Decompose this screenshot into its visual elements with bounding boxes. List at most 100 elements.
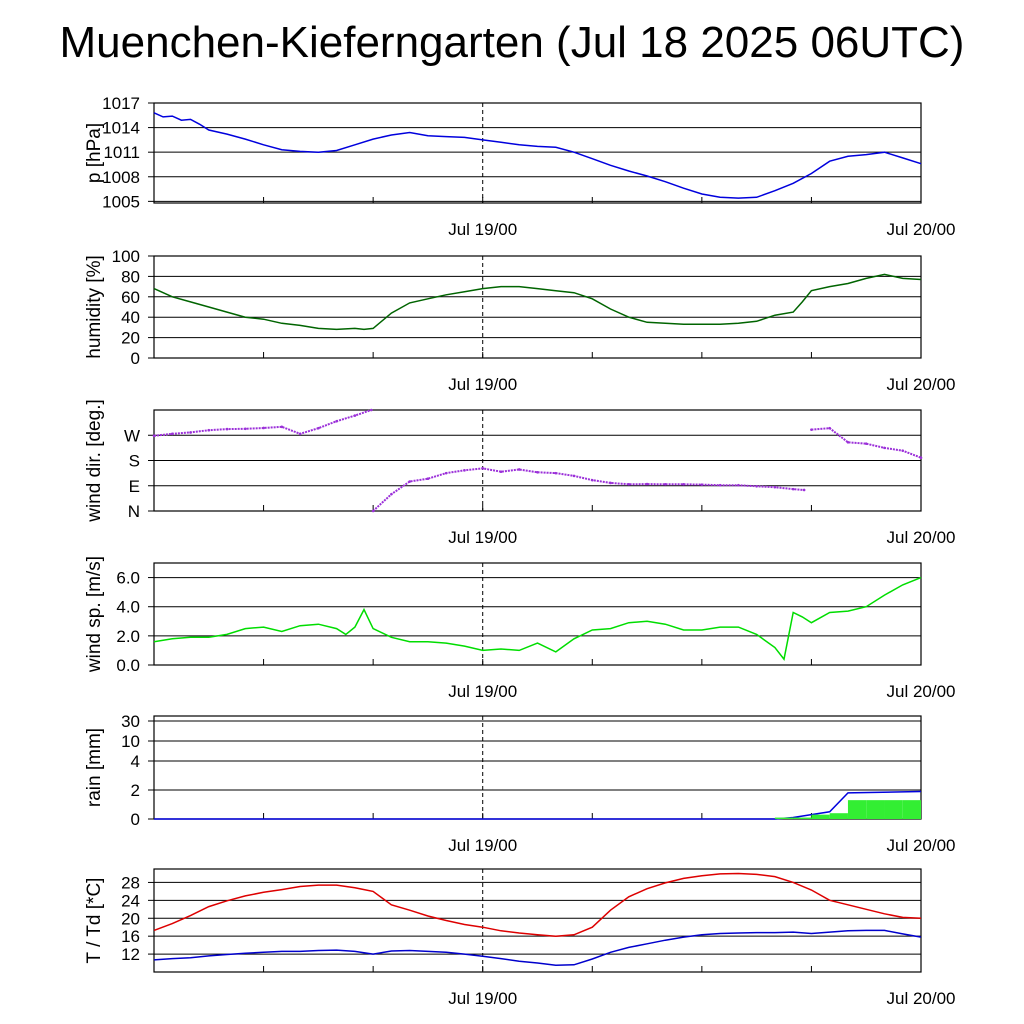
x-tick-label: Jul 20/00 <box>887 989 956 1008</box>
y-tick-label: 60 <box>121 288 140 307</box>
y-tick-label: 30 <box>121 712 140 731</box>
data-point <box>572 474 576 478</box>
data-point <box>828 426 831 430</box>
page-title: Muenchen-Kieferngarten (Jul 18 2025 06UT… <box>59 18 965 67</box>
y-tick-label: 80 <box>121 267 140 286</box>
data-point <box>481 467 485 470</box>
data-point <box>682 483 685 486</box>
data-point <box>353 414 357 417</box>
y-tick-label: 12 <box>121 945 140 964</box>
data-point <box>846 440 850 444</box>
y-axis-label: humidity [%] <box>84 255 105 358</box>
data-point <box>390 492 393 496</box>
data-point <box>371 509 375 513</box>
data-point <box>335 419 338 423</box>
x-tick-label: Jul 20/00 <box>887 375 956 394</box>
data-point <box>590 478 594 482</box>
data-point <box>189 431 192 434</box>
data-point <box>802 488 806 492</box>
x-tick-label: Jul 19/00 <box>448 989 517 1008</box>
y-axis-label: p [hPa] <box>84 123 105 183</box>
data-point <box>517 468 521 471</box>
y-tick-label: 28 <box>121 873 140 892</box>
data-point <box>864 442 868 445</box>
x-tick-label: Jul 19/00 <box>448 375 517 394</box>
y-tick-label: 1014 <box>102 119 140 138</box>
y-axis-label: wind sp. [m/s] <box>84 556 105 673</box>
pressure-panel: 1005 1008 1011 1014 1017 Jul 19/00 Jul 20/00 p … <box>84 94 956 239</box>
y-tick-label: 16 <box>121 927 140 946</box>
rain-bar <box>829 813 848 819</box>
data-point <box>207 428 211 432</box>
series-line <box>154 790 922 820</box>
y-tick-label: 10 <box>121 732 140 751</box>
data-point <box>262 426 265 430</box>
y-tick-label: N <box>128 502 140 521</box>
data-point <box>280 425 284 429</box>
y-tick-label: 24 <box>121 891 140 910</box>
plot-frame <box>153 715 922 820</box>
y-axis-label: T / Td [*C] <box>84 878 105 964</box>
series-line <box>153 273 922 331</box>
series-line <box>153 112 922 199</box>
rain-bar <box>866 800 885 819</box>
rain-bar <box>902 800 921 819</box>
data-point <box>919 456 923 459</box>
x-tick-label: Jul 19/00 <box>448 528 517 547</box>
data-point <box>463 469 466 472</box>
y-tick-label: 1017 <box>102 94 140 113</box>
data-point <box>883 446 886 450</box>
y-tick-label: S <box>129 452 140 471</box>
data-point <box>664 483 667 486</box>
rain-bar <box>847 800 867 819</box>
data-point <box>737 483 740 487</box>
data-point <box>426 477 430 481</box>
data-point <box>627 483 631 486</box>
data-point <box>554 471 558 475</box>
data-point <box>536 470 539 474</box>
y-tick-label: 40 <box>121 308 140 327</box>
series-line <box>153 576 922 661</box>
y-tick-label: 1005 <box>102 192 140 211</box>
rain-bar <box>793 817 812 819</box>
wind-speed-panel: 0.0 2.0 4.0 6.0 Jul 19/00 Jul 20/00 wind sp. [… <box>84 556 956 701</box>
plot-frame <box>153 102 922 204</box>
x-tick-label: Jul 19/00 <box>448 836 517 855</box>
series-line <box>153 872 922 937</box>
series-line <box>153 929 922 967</box>
y-tick-label: 4.0 <box>116 598 140 617</box>
data-point <box>298 432 302 436</box>
data-point <box>370 408 373 412</box>
y-tick-label: W <box>124 426 140 445</box>
y-tick-label: 1011 <box>103 143 140 162</box>
y-tick-label: 0 <box>131 349 140 368</box>
rain-bar <box>811 814 830 819</box>
data-point <box>244 427 247 431</box>
data-point <box>901 449 905 452</box>
data-point <box>810 428 813 431</box>
data-point <box>225 427 229 431</box>
y-tick-label: 0 <box>131 810 140 829</box>
y-tick-label: 2.0 <box>116 627 140 646</box>
y-tick-label: 2 <box>131 781 140 800</box>
plot-frame <box>153 255 922 359</box>
y-tick-label: 4 <box>131 752 140 771</box>
data-point <box>609 481 612 485</box>
y-tick-label: 6.0 <box>116 569 140 588</box>
rain-bar <box>884 800 903 819</box>
y-tick-label: 0.0 <box>116 656 140 675</box>
x-tick-label: Jul 20/00 <box>887 220 956 239</box>
plot-frame <box>153 868 922 973</box>
y-axis-label: rain [mm] <box>84 728 105 807</box>
y-tick-label: 20 <box>121 909 140 928</box>
y-tick-label: 20 <box>121 329 140 348</box>
data-point <box>755 485 758 488</box>
y-tick-label: 1008 <box>102 168 140 187</box>
data-point <box>773 485 777 489</box>
y-tick-label: E <box>129 477 140 496</box>
data-point <box>152 434 156 438</box>
